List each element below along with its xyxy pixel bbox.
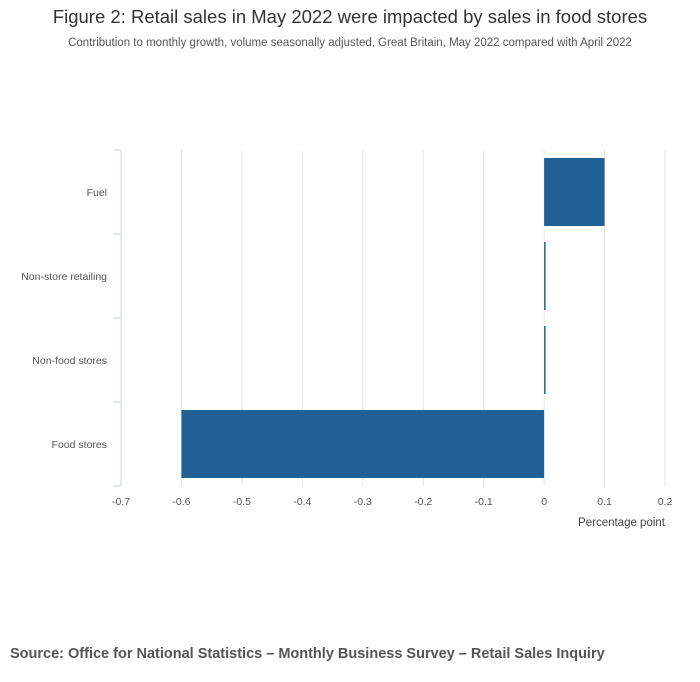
y-category-label: Non-store retailing: [21, 271, 107, 283]
y-axis-category-labels: Fuel Non-store retailing Non-food stores Fo…: [21, 187, 107, 451]
y-axis: [113, 149, 122, 487]
x-axis-tick-labels: -0.7 -0.6 -0.5 -0.4 -0.3 -0.2 -0.1 0 0.1 0.2: [112, 496, 672, 508]
source-note: Source: Office for National Statistics –…: [10, 646, 605, 662]
x-tick-label: 0: [541, 496, 547, 508]
y-category-label: Non-food stores: [32, 355, 107, 367]
x-tick-label: 0.2: [658, 496, 673, 508]
chart-title: Figure 2: Retail sales in May 2022 were …: [52, 6, 648, 27]
x-tick-label: -0.3: [354, 496, 372, 508]
x-tick-label: -0.6: [172, 496, 190, 508]
chart-subtitle: Contribution to monthly growth, volume s…: [68, 37, 632, 49]
x-tick-label: -0.7: [112, 496, 130, 508]
x-tick-label: -0.5: [233, 496, 251, 508]
bar: [544, 326, 546, 394]
bars: [181, 158, 605, 478]
x-tick-label: -0.4: [293, 496, 311, 508]
y-category-label: Fuel: [87, 187, 107, 199]
bar: [544, 242, 546, 310]
x-tick-label: -0.2: [414, 496, 432, 508]
x-tick-label: -0.1: [475, 496, 493, 508]
bar: [181, 410, 545, 478]
y-category-label: Food stores: [52, 439, 107, 451]
x-axis-title: Percentage point: [578, 517, 666, 529]
bar: [544, 158, 605, 226]
x-tick-label: 0.1: [597, 496, 612, 508]
